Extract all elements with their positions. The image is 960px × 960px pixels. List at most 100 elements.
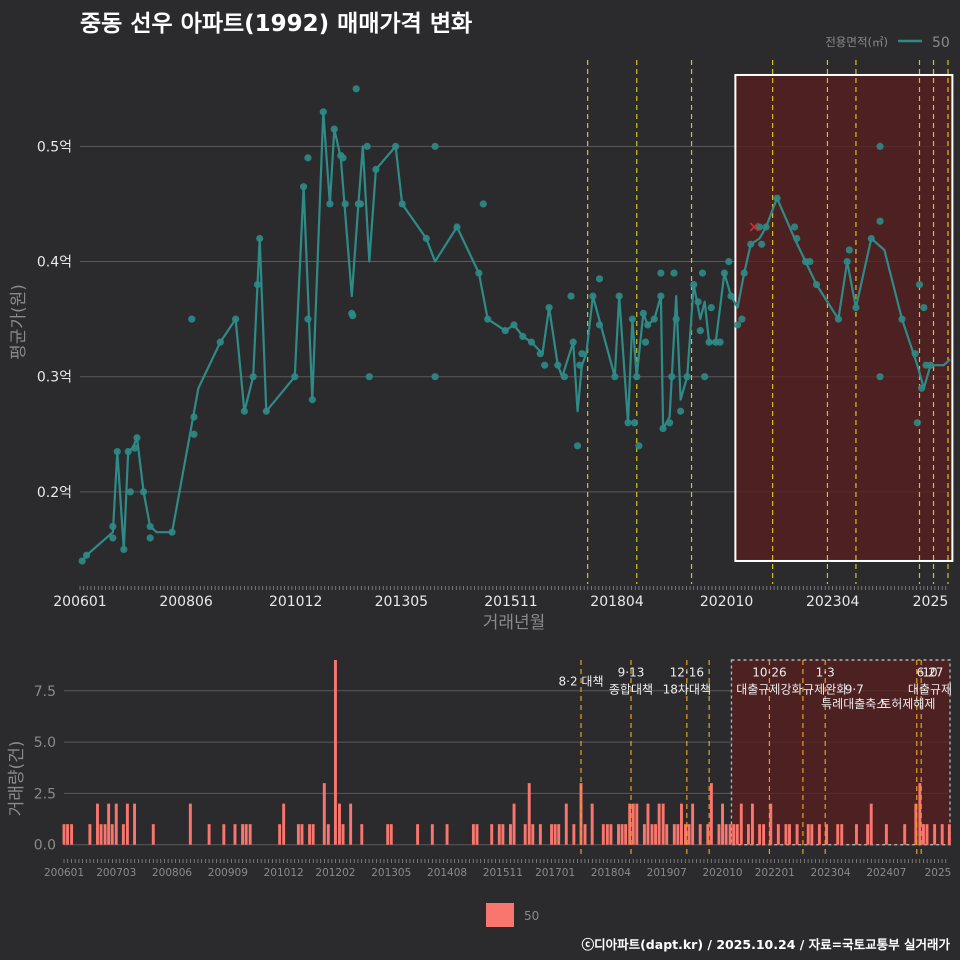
price-data-point (720, 269, 729, 277)
volume-bar (665, 824, 669, 845)
volume-bar (617, 824, 620, 845)
volume-bar (940, 824, 944, 845)
volume-bar (512, 803, 516, 845)
volume-bar (691, 803, 695, 845)
volume-bar (341, 824, 345, 845)
volume-bar (750, 803, 754, 845)
chart-title: 중동 선우 아파트(1992) 매매가격 변화 (80, 11, 473, 37)
volume-x-tick-label: 202407 (866, 867, 906, 879)
volume-bar (278, 824, 282, 845)
price-data-point (139, 488, 148, 496)
policy-annotation-label: 대출규제 (908, 683, 952, 697)
volume-bar (326, 824, 330, 845)
volume-x-tick-label: 201511 (483, 867, 523, 879)
volume-y-tick-label: 7.5 (34, 684, 56, 700)
price-data-point (733, 321, 742, 329)
volume-bar (709, 783, 713, 845)
price-data-point (431, 142, 439, 150)
price-data-point (740, 269, 748, 277)
volume-bar (99, 824, 103, 845)
volume-bar (322, 783, 326, 845)
volume-bar (609, 824, 613, 845)
price-data-point (216, 338, 224, 346)
price-data-point (672, 315, 680, 323)
volume-bar (572, 824, 576, 845)
price-data-point (812, 280, 821, 289)
price-data-point (113, 447, 121, 456)
price-data-point (510, 321, 518, 329)
price-data-point (913, 419, 921, 427)
volume-bar (947, 824, 951, 845)
volume-x-tick-label: 201804 (591, 867, 631, 879)
volume-x-tick-label: 201907 (647, 867, 687, 879)
volume-bar (728, 824, 732, 845)
volume-bar (66, 824, 70, 845)
price-data-point (576, 361, 584, 369)
policy-annotation-label: 1·3 (816, 665, 835, 679)
volume-bar (244, 824, 248, 845)
volume-bar (869, 803, 873, 845)
volume-x-tick-label: 201408 (427, 867, 467, 879)
policy-annotation-label: 10·26 (752, 665, 786, 679)
volume-x-tick-label: 202201 (755, 867, 795, 879)
volume-bar (538, 824, 542, 845)
price-data-point (773, 194, 781, 202)
volume-bar (628, 803, 632, 845)
volume-bar (642, 824, 646, 845)
volume-bar (605, 824, 609, 845)
volume-bar (724, 824, 728, 845)
volume-bar (282, 803, 286, 845)
price-data-point (299, 183, 308, 191)
price-data-point (569, 338, 577, 346)
volume-bar (188, 803, 192, 845)
volume-bar (553, 824, 557, 845)
price-data-point (595, 321, 604, 329)
price-data-point (624, 419, 632, 427)
volume-bar (933, 824, 937, 845)
price-data-point (573, 442, 582, 450)
price-data-point (363, 142, 371, 150)
price-data-point (676, 407, 685, 415)
price-data-point (707, 304, 715, 312)
volume-bar (222, 824, 226, 845)
price-highlight-box (734, 73, 954, 562)
volume-bar (360, 824, 364, 845)
volume-y-tick-label: 5.0 (34, 735, 56, 751)
volume-bar (687, 824, 691, 845)
price-data-point (659, 424, 667, 433)
price-data-point (356, 200, 365, 208)
price-data-point (126, 488, 135, 496)
price-data-point (644, 321, 652, 329)
volume-bar (531, 824, 535, 845)
price-data-point (633, 373, 641, 381)
volume-bar (624, 824, 628, 845)
volume-bar (706, 824, 710, 845)
price-x-tick-label: 200601 (53, 594, 106, 610)
price-series-line (81, 110, 951, 562)
price-data-point (589, 292, 597, 300)
price-data-point (727, 292, 735, 300)
price-data-point (650, 315, 658, 323)
price-y-axis-title: 평균가(원) (9, 284, 29, 360)
volume-bar (509, 824, 512, 845)
volume-bar (620, 824, 624, 845)
price-data-point (131, 444, 139, 452)
price-data-point (291, 373, 299, 381)
volume-bar (550, 824, 553, 845)
price-data-point (341, 200, 349, 208)
volume-bar (96, 803, 99, 845)
volume-bar (601, 824, 605, 845)
volume-bar (825, 824, 829, 845)
price-data-point (431, 373, 439, 381)
price-data-point (918, 384, 926, 392)
price-data-point (694, 298, 702, 306)
price-data-point (705, 338, 713, 346)
policy-annotation-label: 18차대책 (663, 682, 711, 697)
price-data-point (690, 280, 698, 289)
price-data-point (790, 223, 799, 231)
policy-annotation-label: 10 (922, 665, 937, 679)
volume-x-tick-label: 200909 (208, 867, 248, 879)
price-data-point (304, 315, 312, 323)
volume-bar (676, 824, 680, 845)
source-credit: ⓒ디아파트(dapt.kr) / 2025.10.24 / 자료=국토교통부 실… (581, 937, 950, 952)
